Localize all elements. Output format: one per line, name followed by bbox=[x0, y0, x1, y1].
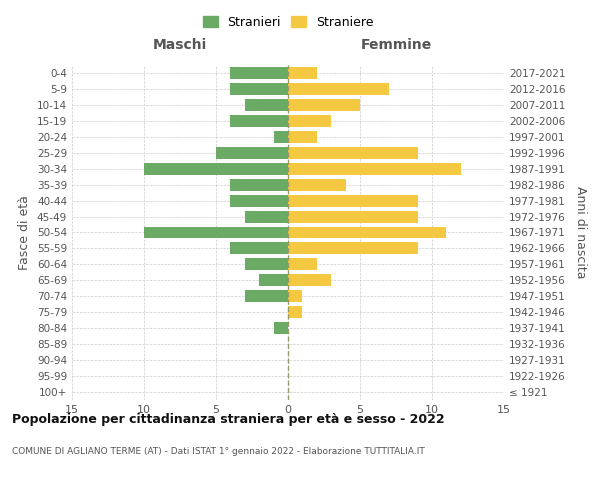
Bar bbox=[288, 131, 317, 143]
Bar bbox=[216, 147, 288, 158]
Bar bbox=[288, 115, 331, 127]
Bar bbox=[288, 226, 446, 238]
Legend: Stranieri, Straniere: Stranieri, Straniere bbox=[197, 11, 379, 34]
Bar bbox=[230, 178, 288, 190]
Bar bbox=[259, 274, 288, 286]
Bar bbox=[144, 226, 288, 238]
Bar bbox=[230, 242, 288, 254]
Bar bbox=[288, 83, 389, 95]
Bar bbox=[288, 274, 331, 286]
Bar bbox=[144, 162, 288, 174]
Text: Popolazione per cittadinanza straniera per età e sesso - 2022: Popolazione per cittadinanza straniera p… bbox=[12, 412, 445, 426]
Bar bbox=[288, 290, 302, 302]
Bar bbox=[230, 67, 288, 79]
Y-axis label: Fasce di età: Fasce di età bbox=[19, 195, 31, 270]
Text: Femmine: Femmine bbox=[361, 38, 431, 52]
Bar bbox=[245, 210, 288, 222]
Bar bbox=[288, 194, 418, 206]
Text: COMUNE DI AGLIANO TERME (AT) - Dati ISTAT 1° gennaio 2022 - Elaborazione TUTTITA: COMUNE DI AGLIANO TERME (AT) - Dati ISTA… bbox=[12, 448, 425, 456]
Bar bbox=[230, 115, 288, 127]
Bar bbox=[245, 290, 288, 302]
Bar bbox=[288, 67, 317, 79]
Bar bbox=[245, 99, 288, 111]
Bar bbox=[288, 258, 317, 270]
Text: Maschi: Maschi bbox=[153, 38, 207, 52]
Bar bbox=[274, 322, 288, 334]
Bar bbox=[245, 258, 288, 270]
Bar bbox=[230, 194, 288, 206]
Bar bbox=[230, 83, 288, 95]
Bar bbox=[288, 210, 418, 222]
Bar bbox=[288, 306, 302, 318]
Bar bbox=[288, 147, 418, 158]
Bar bbox=[288, 178, 346, 190]
Bar bbox=[288, 242, 418, 254]
Bar bbox=[288, 162, 461, 174]
Bar bbox=[274, 131, 288, 143]
Bar bbox=[288, 99, 360, 111]
Y-axis label: Anni di nascita: Anni di nascita bbox=[574, 186, 587, 279]
